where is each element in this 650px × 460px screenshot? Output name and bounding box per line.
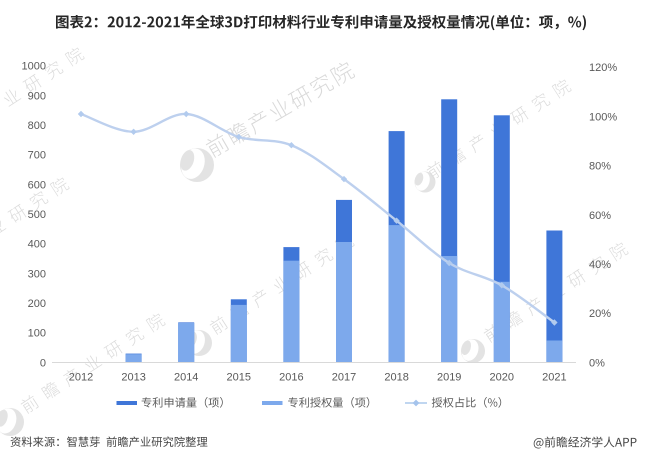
svg-text:0%: 0% xyxy=(589,357,605,369)
svg-text:900: 900 xyxy=(28,90,46,102)
svg-text:700: 700 xyxy=(28,150,46,162)
svg-text:60%: 60% xyxy=(589,210,611,222)
svg-text:2012: 2012 xyxy=(69,371,93,383)
svg-text:2013: 2013 xyxy=(121,371,145,383)
svg-text:2019: 2019 xyxy=(437,371,461,383)
svg-text:800: 800 xyxy=(28,120,46,132)
svg-text:40%: 40% xyxy=(589,259,611,271)
svg-text:20%: 20% xyxy=(589,308,611,320)
svg-text:120%: 120% xyxy=(589,62,617,74)
svg-text:0: 0 xyxy=(40,357,46,369)
svg-text:500: 500 xyxy=(28,209,46,221)
svg-text:100%: 100% xyxy=(589,111,617,123)
svg-text:300: 300 xyxy=(28,268,46,280)
svg-text:2014: 2014 xyxy=(174,371,198,383)
svg-text:2016: 2016 xyxy=(279,371,303,383)
svg-text:600: 600 xyxy=(28,179,46,191)
svg-text:200: 200 xyxy=(28,298,46,310)
svg-text:2018: 2018 xyxy=(384,371,408,383)
svg-text:80%: 80% xyxy=(589,161,611,173)
svg-text:1000: 1000 xyxy=(22,61,46,73)
svg-text:2020: 2020 xyxy=(490,371,514,383)
svg-text:2015: 2015 xyxy=(227,371,251,383)
svg-text:100: 100 xyxy=(28,328,46,340)
svg-text:2017: 2017 xyxy=(332,371,356,383)
svg-text:2021: 2021 xyxy=(542,371,566,383)
svg-text:400: 400 xyxy=(28,239,46,251)
